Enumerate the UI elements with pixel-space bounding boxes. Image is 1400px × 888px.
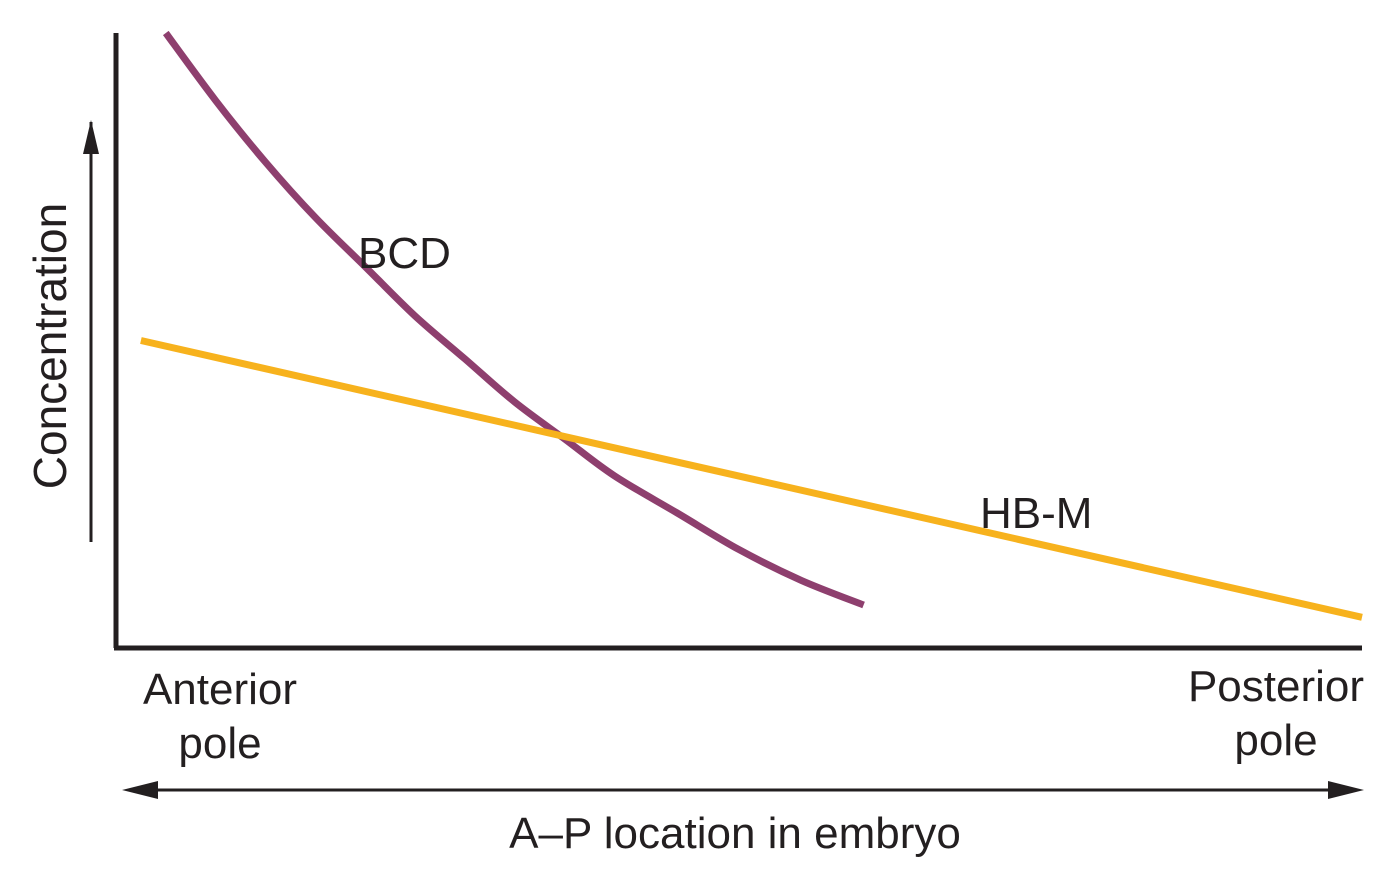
x-tick-label-posterior-pole: pole (1234, 716, 1317, 765)
x-axis-label: A–P location in embryo (509, 809, 961, 858)
series-line-bcd (162, 30, 865, 609)
x-tick-label-anterior: Anterior (143, 665, 297, 714)
x-axis-arrowhead-right (1328, 781, 1364, 799)
series-label-hb-m: HB-M (980, 489, 1092, 538)
y-axis-arrowhead (83, 120, 99, 154)
y-axis-label: Concentration (24, 203, 76, 489)
x-tick-label-posterior: Posterior (1188, 662, 1364, 711)
series-line-hb-m (140, 337, 1363, 621)
x-tick-label-anterior-pole: pole (178, 719, 261, 768)
x-axis-arrowhead-left (122, 781, 158, 799)
series-layer (140, 30, 1363, 621)
series-label-bcd: BCD (358, 229, 451, 278)
